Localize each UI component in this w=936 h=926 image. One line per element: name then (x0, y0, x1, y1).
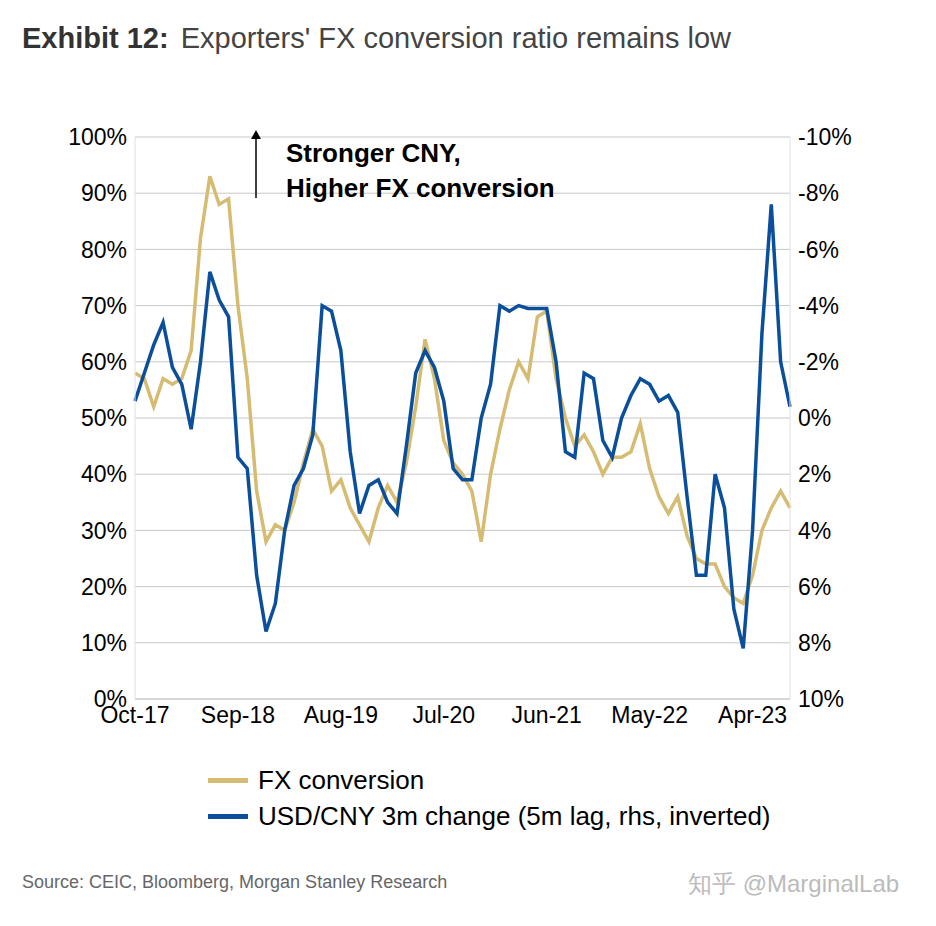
svg-text:100%: 100% (68, 124, 127, 150)
html-text:USD/CNY 3m change (5m lag, rhs: USD/CNY 3m change (5m lag, rhs, inverted… (258, 800, 771, 831)
svg-text:Jul-20: Jul-20 (412, 702, 475, 728)
svg-text:4%: 4% (798, 518, 831, 544)
svg-text:Sep-18: Sep-18 (201, 702, 275, 728)
svg-text:May-22: May-22 (611, 702, 688, 728)
svg-text:Apr-23: Apr-23 (718, 702, 787, 728)
svg-text:70%: 70% (81, 293, 127, 319)
html-text:Exporters' FX conversion ratio: Exporters' FX conversion ratio remains l… (180, 22, 731, 54)
svg-text:80%: 80% (81, 237, 127, 263)
svg-text:20%: 20% (81, 574, 127, 600)
svg-text:0%: 0% (94, 686, 127, 712)
html-text:知乎 @MarginalLab: 知乎 @MarginalLab (688, 870, 900, 897)
html-text:Exhibit 12:: Exhibit 12: (22, 22, 169, 54)
svg-text:60%: 60% (81, 349, 127, 375)
svg-text:30%: 30% (81, 518, 127, 544)
svg-text:10%: 10% (798, 686, 844, 712)
svg-text:40%: 40% (81, 461, 127, 487)
svg-text:-4%: -4% (798, 293, 839, 319)
svg-text:90%: 90% (81, 180, 127, 206)
svg-text:6%: 6% (798, 574, 831, 600)
svg-text:2%: 2% (798, 461, 831, 487)
svg-text:Oct-17: Oct-17 (100, 702, 170, 729)
svg-text:-10%: -10% (798, 124, 852, 150)
svg-text:-8%: -8% (798, 180, 839, 206)
html-text:Source: CEIC, Bloomberg, Morga: Source: CEIC, Bloomberg, Morgan Stanley … (22, 872, 448, 892)
html-text:FX conversion: FX conversion (258, 764, 425, 795)
svg-text:8%: 8% (798, 630, 831, 656)
html-text:Higher FX conversion: Higher FX conversion (286, 173, 555, 203)
svg-text:50%: 50% (81, 405, 127, 431)
svg-text:0%: 0% (798, 405, 831, 431)
svg-text:-6%: -6% (798, 237, 839, 263)
svg-text:Jun-21: Jun-21 (512, 702, 582, 728)
svg-text:Aug-19: Aug-19 (304, 702, 378, 728)
svg-text:10%: 10% (81, 630, 127, 656)
html-text:Stronger CNY,: Stronger CNY, (286, 138, 461, 168)
svg-text:-2%: -2% (798, 349, 839, 375)
